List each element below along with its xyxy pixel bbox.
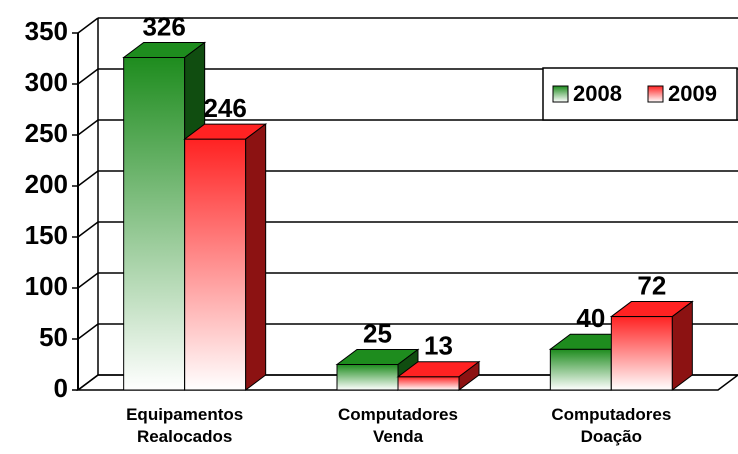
bar <box>549 348 612 391</box>
x-tick-label: Equipamentos Realocados <box>126 405 244 446</box>
grid-line <box>77 323 99 340</box>
y-tick-label: 0 <box>54 373 68 403</box>
grid-line <box>77 170 99 187</box>
grid-line <box>77 68 99 85</box>
grid-line <box>77 272 99 289</box>
grid-line <box>77 119 99 136</box>
bar-side <box>671 300 693 391</box>
y-tick-label: 250 <box>25 118 68 148</box>
y-tick-label: 100 <box>25 271 68 301</box>
value-label: 40 <box>576 303 605 333</box>
bar-side-shade <box>672 301 693 390</box>
bar <box>397 376 460 391</box>
grid-line <box>77 17 99 34</box>
y-tick-label: 150 <box>25 220 68 250</box>
grid-line <box>77 374 99 391</box>
legend-swatch <box>552 85 569 103</box>
y-tick-label: 50 <box>39 322 68 352</box>
value-label: 72 <box>637 270 666 300</box>
grid-line <box>77 221 99 238</box>
legend-label: 2008 <box>573 81 622 106</box>
value-label: 246 <box>203 93 246 123</box>
bar-side <box>458 360 480 391</box>
bar-side-shade <box>245 124 266 390</box>
bar <box>610 316 673 391</box>
bar-side-shade <box>459 361 479 390</box>
value-label: 25 <box>363 318 392 348</box>
bar-side <box>245 123 267 392</box>
bar <box>123 56 186 391</box>
legend-swatch <box>647 85 664 103</box>
value-label: 326 <box>142 11 185 41</box>
legend-label: 2009 <box>668 81 717 106</box>
y-tick-label: 350 <box>25 16 68 46</box>
x-tick-label: Computadores Venda <box>338 405 458 446</box>
bar <box>336 364 399 391</box>
value-label: 13 <box>424 331 453 361</box>
x-tick-label: Computadores Doação <box>551 405 672 446</box>
legend-box <box>542 67 738 121</box>
bar <box>184 138 247 391</box>
y-tick-label: 200 <box>25 169 68 199</box>
y-tick-label: 300 <box>25 67 68 97</box>
